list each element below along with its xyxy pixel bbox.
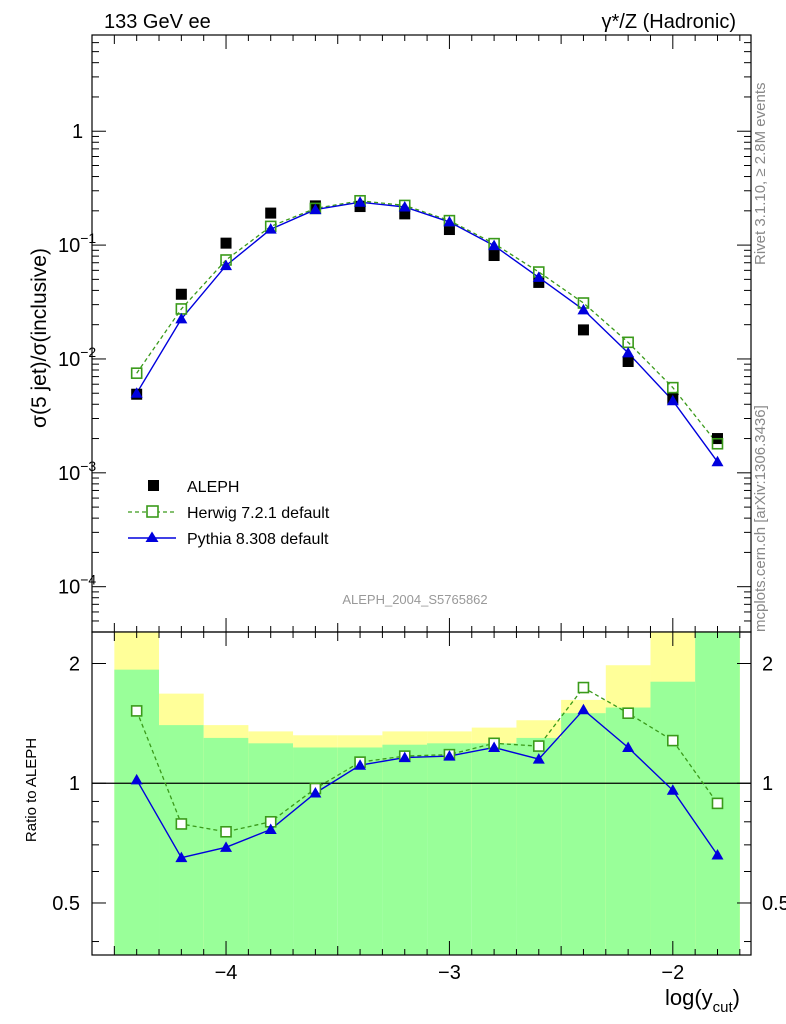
ratio-pythia-point bbox=[398, 751, 411, 763]
ratio-pythia-point bbox=[443, 750, 456, 761]
main-ytick-label: 10−4 bbox=[58, 572, 96, 599]
legend-herwig-label: Herwig 7.2.1 default bbox=[187, 505, 330, 522]
band-inner-bin bbox=[114, 669, 160, 955]
pythia-point bbox=[711, 455, 724, 467]
band-inner-bin bbox=[337, 747, 383, 955]
aleph-point bbox=[533, 276, 545, 288]
band-inner-bin bbox=[427, 743, 472, 955]
pythia-point bbox=[354, 196, 367, 207]
pythia-point bbox=[175, 312, 188, 324]
ratio-pythia-point bbox=[577, 703, 590, 715]
legend-aleph-label: ALEPH bbox=[187, 479, 239, 496]
band-inner-bin bbox=[382, 744, 428, 955]
ratio-pythia-point bbox=[175, 851, 188, 863]
ratio-pythia-point bbox=[220, 841, 233, 852]
pythia-point bbox=[577, 303, 590, 315]
ratio-pythia-point bbox=[532, 753, 545, 764]
xtick-label: −2 bbox=[661, 962, 684, 984]
xtick-label: −4 bbox=[215, 962, 238, 984]
pythia-point bbox=[264, 223, 277, 234]
main-ytick-label: 10−2 bbox=[58, 344, 96, 371]
xtick-label: −3 bbox=[438, 962, 461, 984]
ratio-pythia-point bbox=[666, 784, 679, 795]
header-left: 133 GeV ee bbox=[104, 11, 211, 33]
aleph-point bbox=[265, 207, 277, 219]
ratio-herwig-line bbox=[136, 686, 719, 833]
ratio-panel: −4 −3 −2 0.5 0.5 1 1 2 2 bbox=[52, 631, 786, 984]
pythia-line bbox=[136, 201, 719, 463]
main-ytick-label: 1 bbox=[72, 121, 83, 143]
ratio-pythia-point bbox=[488, 741, 501, 752]
band-inner-bin bbox=[471, 743, 517, 955]
ratio-frame bbox=[91, 631, 752, 956]
ratio-ytick-label-right: 2 bbox=[762, 653, 773, 675]
aleph-point bbox=[443, 224, 455, 236]
pythia-point bbox=[443, 215, 456, 227]
ratio-ytick-label-right: 0.5 bbox=[762, 893, 786, 915]
header-right: γ*/Z (Hadronic) bbox=[602, 11, 736, 33]
herwig-point bbox=[667, 381, 679, 394]
pythia-point bbox=[309, 203, 322, 215]
aleph-point bbox=[577, 324, 589, 336]
main-ytick-label: 10−1 bbox=[58, 230, 96, 257]
ratio-pythia-line bbox=[136, 708, 719, 859]
band-inner-bin bbox=[159, 725, 204, 955]
mcplots-label: mcplots.cern.ch [arXiv:1306.3436] bbox=[752, 405, 769, 632]
aleph-point bbox=[488, 250, 500, 262]
rivet-label: Rivet 3.1.10, ≥ 2.8M events bbox=[752, 83, 769, 266]
aleph-point bbox=[622, 355, 634, 367]
pythia-point bbox=[398, 201, 411, 212]
legend-herwig-marker bbox=[146, 505, 159, 518]
legend-aleph-marker bbox=[148, 480, 159, 491]
ratio-pythia-point bbox=[264, 823, 277, 835]
ratio-ytick-label-left: 2 bbox=[69, 653, 80, 675]
band-inner-bin bbox=[516, 737, 562, 955]
band-inner-bin bbox=[248, 743, 294, 955]
legend-pythia-label: Pythia 8.308 default bbox=[187, 531, 329, 548]
aleph-point bbox=[220, 237, 232, 249]
ratio-herwig-point bbox=[130, 705, 143, 717]
ratio-herwig-point bbox=[667, 734, 679, 747]
band-inner-bin bbox=[650, 681, 696, 955]
ratio-ylabel: Ratio to ALEPH bbox=[23, 738, 40, 842]
band-inner-bin bbox=[695, 632, 740, 955]
watermark: ALEPH_2004_S5765862 bbox=[342, 592, 487, 607]
ratio-herwig-point bbox=[622, 707, 634, 719]
ratio-pythia-point bbox=[622, 741, 635, 752]
pythia-point bbox=[532, 271, 545, 282]
band-inner-bin bbox=[293, 747, 338, 955]
ratio-pythia-point bbox=[711, 849, 724, 860]
main-ytick-label: 10−3 bbox=[58, 458, 96, 485]
ratio-herwig-point bbox=[220, 825, 232, 838]
ratio-herwig-point bbox=[577, 681, 590, 694]
legend-pythia-marker bbox=[145, 531, 159, 542]
ratio-pythia-point bbox=[309, 787, 322, 798]
ratio-ytick-label-left: 1 bbox=[69, 773, 80, 795]
pythia-point bbox=[220, 259, 233, 271]
herwig-line bbox=[136, 200, 719, 445]
pythia-point bbox=[622, 346, 635, 358]
aleph-point bbox=[399, 208, 411, 220]
main-ylabel: σ(5 jet)/σ(inclusive) bbox=[28, 248, 51, 428]
pythia-point bbox=[488, 239, 501, 251]
pythia-point bbox=[130, 387, 143, 398]
ratio-pythia-point bbox=[130, 773, 143, 785]
legend: ALEPH Herwig 7.2.1 default Pythia 8.308 … bbox=[128, 479, 330, 548]
ratio-ytick-label-right: 1 bbox=[762, 773, 773, 795]
main-panel: 10−4 10−3 10−2 10−1 1 bbox=[58, 34, 752, 633]
ratio-herwig-point bbox=[532, 740, 545, 752]
x-axis-label: log(ycut) bbox=[665, 985, 740, 1016]
ratio-ytick-label-left: 0.5 bbox=[52, 893, 80, 915]
herwig-point bbox=[711, 437, 724, 450]
band-inner-bin bbox=[561, 713, 606, 955]
ratio-pythia-point bbox=[354, 759, 367, 770]
herwig-point bbox=[130, 367, 143, 379]
aleph-point bbox=[175, 288, 187, 300]
ratio-herwig-point bbox=[175, 818, 188, 830]
ratio-herwig-point bbox=[711, 797, 724, 810]
pythia-point bbox=[666, 394, 679, 406]
